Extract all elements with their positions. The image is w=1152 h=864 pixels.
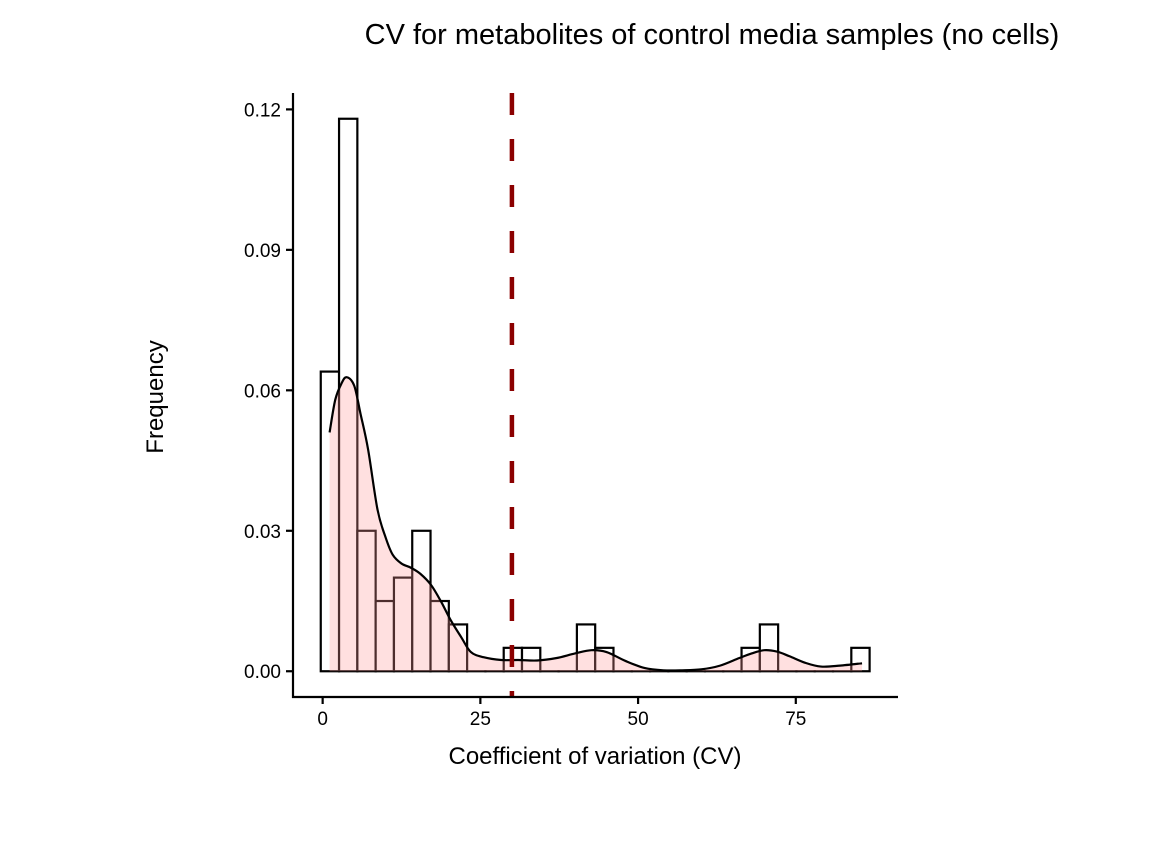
y-tick-label: 0.00 xyxy=(244,662,281,683)
chart-title: CV for metabolites of control media samp… xyxy=(365,19,1060,51)
x-tick-label: 75 xyxy=(785,709,806,730)
x-ticks: 0 25 50 75 xyxy=(317,697,806,730)
y-axis-label: Frequency xyxy=(142,340,169,453)
x-axis-label: Coefficient of variation (CV) xyxy=(448,743,741,770)
y-ticks: 0.00 0.03 0.06 0.09 0.12 xyxy=(244,100,293,683)
x-tick-label: 25 xyxy=(470,709,491,730)
y-tick-label: 0.06 xyxy=(244,381,281,402)
axes: 0 25 50 75 0.00 0.03 0.06 0.09 0.12 xyxy=(244,93,898,730)
y-tick-label: 0.09 xyxy=(244,241,281,262)
y-tick-label: 0.12 xyxy=(244,100,281,121)
density-area xyxy=(329,377,863,672)
y-tick-label: 0.03 xyxy=(244,522,281,543)
density-curve xyxy=(328,376,863,672)
histogram-bar xyxy=(850,646,871,673)
x-tick-label: 50 xyxy=(628,709,649,730)
x-tick-label: 0 xyxy=(317,709,328,730)
plot-area xyxy=(319,93,871,697)
histogram-bar xyxy=(758,623,780,673)
